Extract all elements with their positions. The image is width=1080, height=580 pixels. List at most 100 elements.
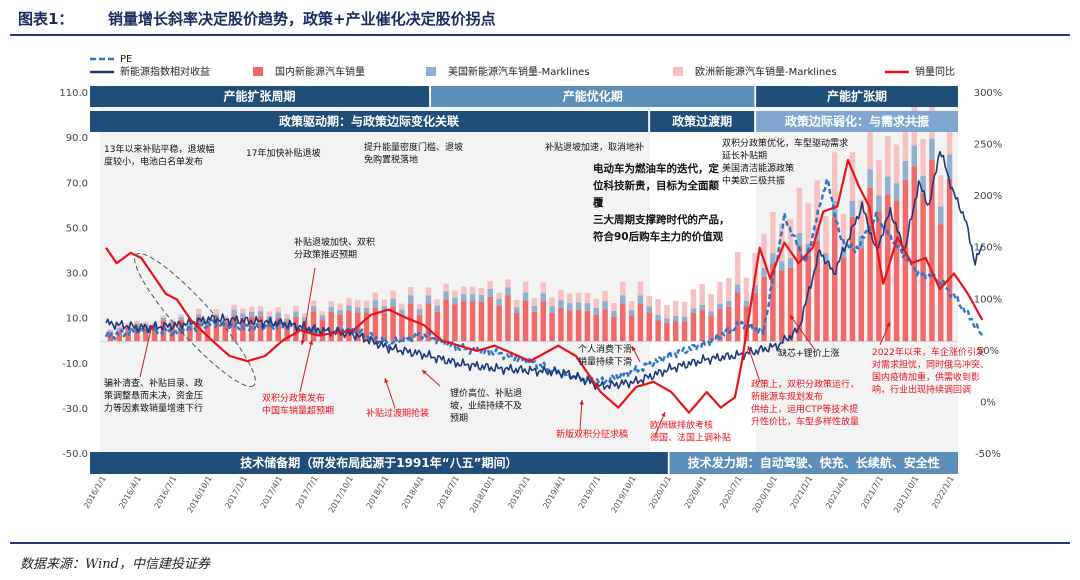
bar — [337, 310, 343, 315]
annotation-arrowhead — [579, 400, 584, 405]
x-tick: 2022/1/1 — [930, 475, 956, 511]
bar — [487, 296, 493, 342]
legend-swatch-bar — [426, 67, 436, 76]
bar — [151, 327, 158, 342]
bar — [107, 331, 114, 334]
x-tick: 2017/10/1 — [327, 475, 355, 515]
annotation-text: 政策上，双积分政策运行， — [751, 378, 859, 390]
bar — [196, 308, 202, 315]
bar — [911, 145, 917, 167]
annotation-text: 补贴退坡加速，取消地补 — [545, 141, 644, 153]
bar — [929, 138, 935, 160]
bar — [257, 306, 264, 312]
bar — [505, 287, 511, 296]
x-tick: 2020/4/1 — [683, 475, 709, 511]
bar — [461, 293, 467, 302]
bar — [558, 307, 564, 342]
bar — [461, 286, 467, 294]
bar — [849, 216, 856, 342]
bar — [611, 317, 617, 342]
bar — [867, 187, 873, 342]
bar — [885, 176, 891, 195]
bar — [858, 199, 864, 236]
bar — [876, 159, 882, 196]
bar — [655, 314, 661, 321]
bar — [893, 200, 900, 342]
bar — [160, 317, 167, 321]
bar — [249, 311, 255, 317]
bar — [823, 253, 829, 264]
bar — [293, 311, 299, 317]
bar — [761, 268, 767, 277]
bar — [478, 294, 485, 302]
bar — [664, 318, 670, 324]
bar — [257, 316, 264, 342]
bar — [593, 314, 599, 342]
bar — [734, 284, 741, 293]
bar — [628, 315, 635, 342]
line-series — [104, 150, 984, 414]
x-tick: 2017/7/1 — [294, 475, 320, 511]
series-pe-line — [104, 177, 984, 387]
bar — [213, 317, 220, 342]
bar — [752, 293, 758, 342]
bar — [372, 300, 379, 308]
bar — [620, 295, 626, 304]
bar — [319, 311, 326, 316]
bar — [628, 310, 635, 316]
bar — [143, 321, 149, 325]
legend-label: PE — [120, 54, 132, 65]
bar — [487, 288, 493, 297]
bar — [823, 216, 829, 254]
band-policy-driven-label: 政策驱动期：与政策边际变化关联 — [279, 114, 459, 129]
bar — [540, 293, 546, 302]
bar — [222, 322, 228, 342]
annotation-arrowhead — [384, 378, 389, 383]
x-tick: 2018/7/1 — [435, 475, 461, 511]
bar — [796, 187, 803, 233]
annotation-arrowhead — [632, 346, 636, 351]
x-tick: 2017/1/1 — [223, 475, 249, 511]
bar — [540, 301, 546, 342]
bar — [478, 301, 485, 342]
bar — [531, 305, 538, 312]
bar — [673, 301, 679, 317]
bar — [107, 328, 114, 332]
band-capacity-expansion-1 — [90, 86, 430, 107]
legend-label: 欧洲新能源汽车销量-Marklines — [695, 65, 837, 78]
bar — [540, 282, 546, 294]
bar — [805, 255, 811, 342]
annotation-text: 提升能量密度门槛、退坡 — [364, 141, 463, 153]
x-tick: 2021/1/1 — [789, 475, 815, 511]
bar — [390, 306, 396, 342]
annotation-text: 对需求担忧，同时俄乌冲突、 — [872, 359, 989, 371]
bar — [363, 312, 370, 342]
bar — [699, 304, 705, 311]
bar — [187, 325, 193, 342]
y-left-tick: -50.0 — [62, 449, 88, 460]
bar — [222, 319, 228, 323]
bar — [611, 302, 617, 312]
bar — [408, 287, 414, 296]
bar — [761, 233, 767, 269]
bar — [575, 302, 582, 310]
bar — [717, 309, 723, 342]
bar — [558, 289, 564, 301]
annotation-text: 补贴退坡加快、双积 — [294, 236, 375, 248]
y-left-tick: 90.0 — [66, 133, 88, 144]
annotation-text: 双积分政策优化，车型驱动需求 — [722, 137, 848, 149]
legend-label: 新能源指数相对收益 — [120, 65, 210, 78]
bar — [761, 276, 767, 342]
bar — [302, 317, 308, 321]
annotation-text: 延长补贴期 — [722, 150, 767, 162]
bar — [708, 294, 714, 312]
bar — [849, 152, 856, 201]
annotation-arrow — [579, 399, 583, 431]
bar — [876, 211, 882, 342]
bar — [178, 317, 184, 320]
y-left-tick: 110.0 — [59, 88, 88, 99]
bar — [743, 300, 750, 307]
bar — [620, 303, 626, 342]
bar — [390, 298, 396, 307]
